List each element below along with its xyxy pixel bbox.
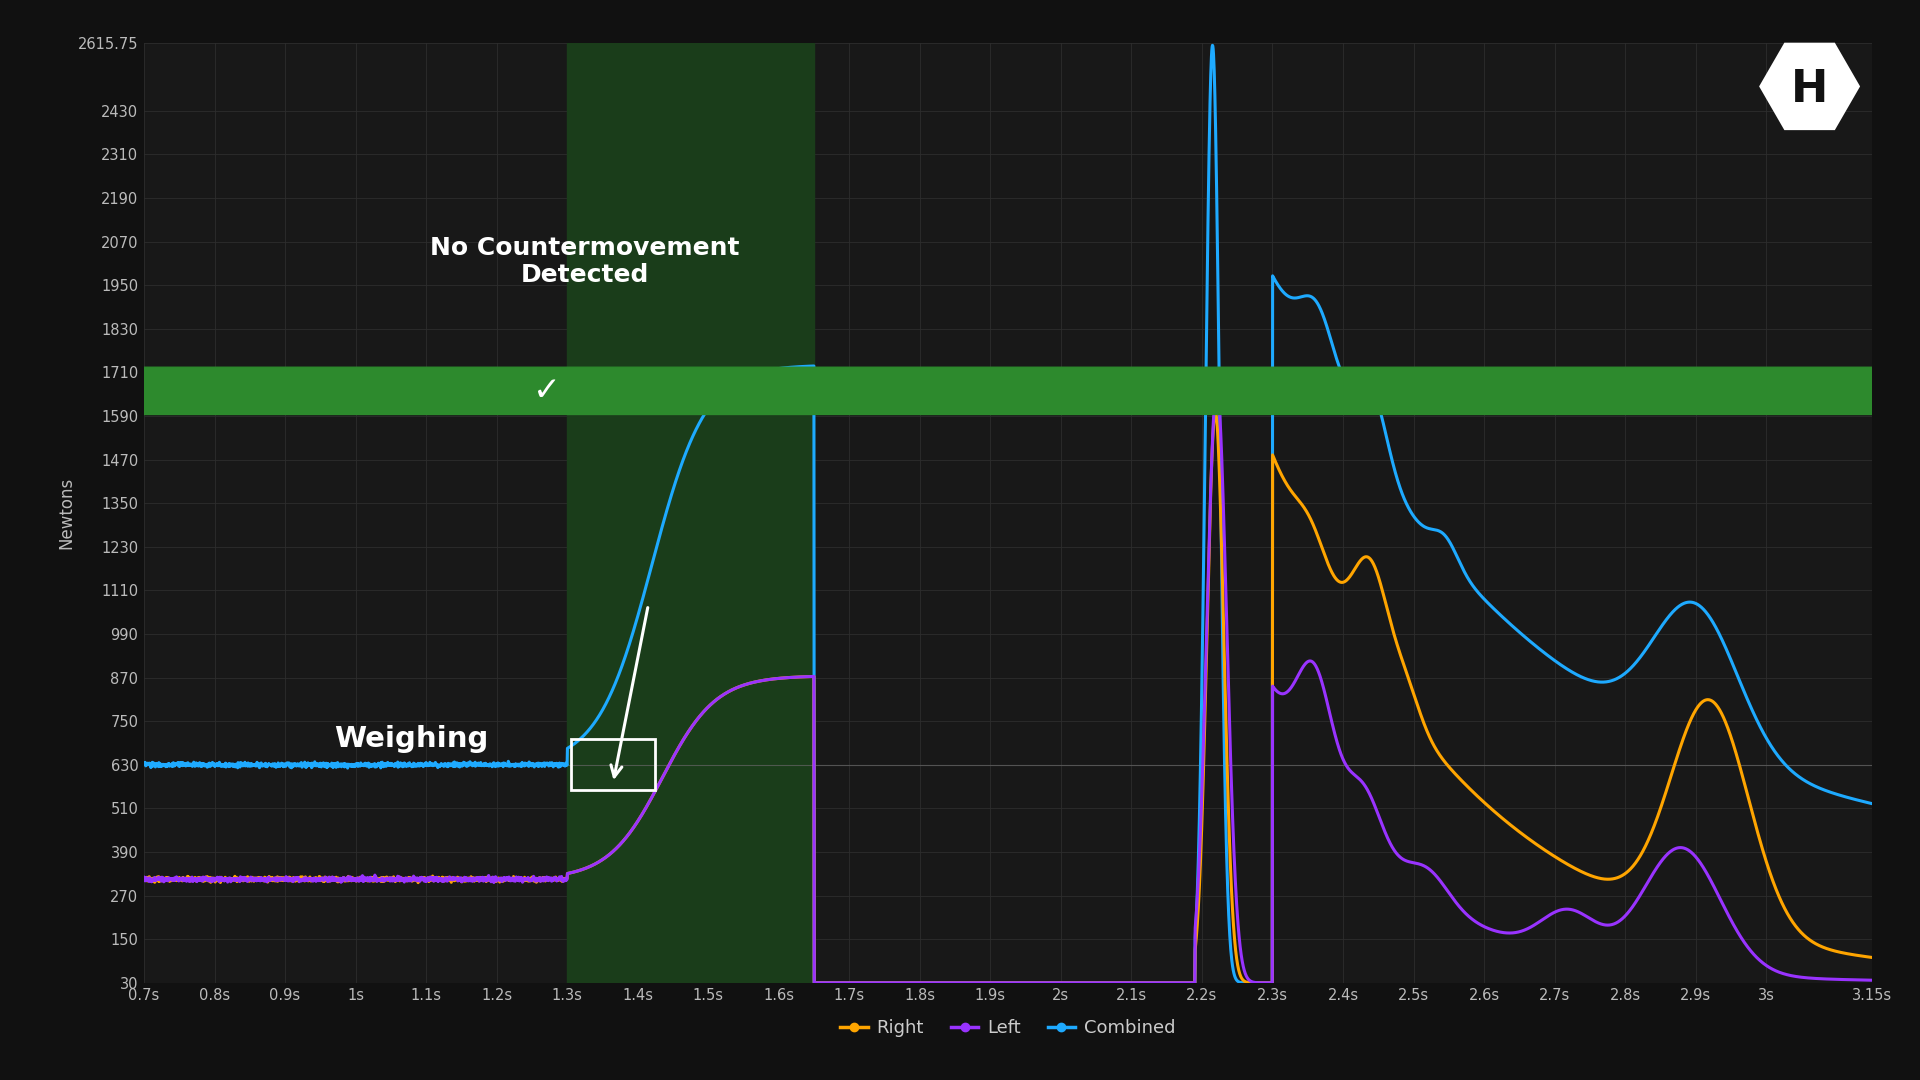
Combined (1169, 976, 1192, 989)
Right (803, 976, 826, 989)
Right (793, 671, 816, 684)
Combined (1200, 39, 1223, 52)
Left (1206, 380, 1229, 393)
Circle shape (0, 367, 1920, 415)
Left (445, 875, 468, 888)
Text: No Countermovement
Detected: No Countermovement Detected (430, 235, 739, 287)
Legend: Right, Left, Combined: Right, Left, Combined (833, 1012, 1183, 1044)
Combined (793, 360, 816, 373)
Left (803, 976, 826, 989)
Right (1553, 856, 1576, 869)
Left (1169, 976, 1192, 989)
Left (1553, 903, 1576, 916)
Text: H: H (1791, 68, 1828, 111)
Y-axis label: Newtons: Newtons (58, 477, 75, 549)
Left (793, 671, 816, 684)
Left (1423, 867, 1446, 880)
Text: ✓: ✓ (532, 375, 561, 407)
Combined (132, 756, 156, 769)
Right (1423, 740, 1446, 753)
Right (1860, 951, 1884, 964)
Right (1204, 406, 1227, 419)
Line: Right: Right (144, 413, 1872, 983)
Line: Left: Left (144, 387, 1872, 983)
Left (1258, 976, 1281, 989)
Combined (1553, 661, 1576, 674)
Combined (1258, 976, 1281, 989)
Combined (1423, 523, 1446, 536)
Line: Combined: Combined (144, 45, 1872, 983)
Combined (445, 757, 468, 770)
Left (1860, 974, 1884, 987)
Right (445, 874, 468, 887)
Combined (803, 976, 826, 989)
Right (132, 872, 156, 885)
Bar (566, 43, 814, 983)
Bar (570, 740, 655, 791)
Combined (1860, 797, 1884, 810)
Text: Weighing: Weighing (334, 725, 490, 753)
Right (1258, 976, 1281, 989)
Right (1169, 976, 1192, 989)
Left (132, 870, 156, 883)
